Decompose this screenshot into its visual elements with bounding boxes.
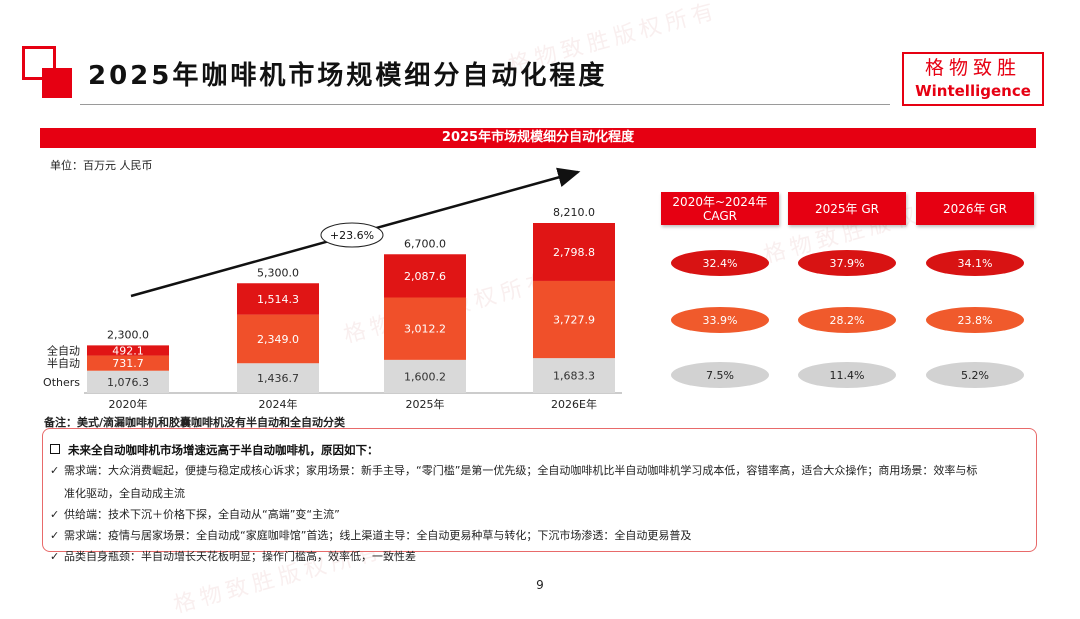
data-label: 2,349.0 [257, 333, 299, 346]
check-icon: ✓ [50, 529, 60, 542]
total-label: 8,210.0 [553, 206, 595, 219]
growth-rate-value: 23.8% [926, 307, 1024, 333]
bar-segment [384, 254, 466, 298]
corner-outline-square [22, 46, 56, 80]
reason-item: ✓ 供给端：技术下沉＋价格下探，全自动从“高端”变“主流” [50, 504, 1025, 525]
x-tick-label: 2026E年 [551, 397, 597, 411]
growth-rate-value: 11.4% [798, 362, 896, 388]
check-icon: ✓ [50, 550, 60, 563]
reasons-title-text: 未来全自动咖啡机市场增速远高于半自动咖啡机，原因如下： [68, 443, 379, 457]
bar-segment [533, 280, 615, 359]
growth-table-header: 2026年 GR [916, 192, 1034, 225]
data-label: 1,514.3 [257, 293, 299, 306]
brand-logo: 格物致胜 Wintelligence [902, 52, 1044, 106]
data-label: 1,683.3 [553, 370, 595, 383]
data-label: 2,087.6 [404, 270, 446, 283]
section-banner: 2025年市场规模细分自动化程度 [40, 128, 1036, 148]
total-label: 2,300.0 [107, 328, 149, 341]
reason-text: 品类自身瓶颈：半自动增长天花板明显；操作门槛高，效率低，一致性差 [64, 550, 416, 563]
data-label: 3,012.2 [404, 323, 446, 336]
reasons-box [42, 428, 1037, 552]
growth-rate-value: 37.9% [798, 250, 896, 276]
bar-segment [87, 370, 169, 393]
bar-segment [384, 297, 466, 360]
growth-table-header: 2020年~2024年 CAGR [661, 192, 779, 225]
reason-text: 需求端：疫情与居家场景：全自动成“家庭咖啡馆”首选；线上渠道主导：全自动更易种草… [64, 529, 692, 542]
x-tick-label: 2024年 [259, 397, 298, 411]
bar-segment [533, 358, 615, 393]
page-title: 2025年咖啡机市场规模细分自动化程度 [88, 61, 608, 91]
bar-segment [87, 345, 169, 356]
total-label: 6,700.0 [404, 237, 446, 250]
logo-english: Wintelligence [915, 82, 1031, 100]
data-label: 2,798.8 [553, 246, 595, 259]
check-icon: ✓ [50, 464, 60, 477]
growth-rate-value: 28.2% [798, 307, 896, 333]
growth-rate-value: 5.2% [926, 362, 1024, 388]
bar-segment [87, 355, 169, 371]
unit-label: 单位：百万元 人民币 [50, 159, 153, 172]
reason-item: ✓ 需求端：大众消费崛起，便捷与稳定成核心诉求；家用场景：新手主导，“零门槛”是第… [50, 460, 1025, 481]
total-label: 5,300.0 [257, 266, 299, 279]
reason-item-continuation: 准化驱动，全自动成主流 [64, 487, 185, 500]
data-label: 1,076.3 [107, 376, 149, 389]
reason-item: ✓ 品类自身瓶颈：半自动增长天花板明显；操作门槛高，效率低，一致性差 [50, 546, 1025, 567]
growth-rate-value: 32.4% [671, 250, 769, 276]
legend-label: 半自动 [47, 356, 80, 370]
data-label: 3,727.9 [553, 314, 595, 327]
logo-chinese: 格物致胜 [924, 57, 1021, 79]
reasons-title: 未来全自动咖啡机市场增速远高于半自动咖啡机，原因如下： [50, 442, 379, 458]
check-icon: ✓ [50, 508, 60, 521]
data-label: 1,600.2 [404, 370, 446, 383]
bar-segment [237, 314, 319, 364]
corner-filled-square [42, 68, 72, 98]
x-tick-label: 2025年 [406, 397, 445, 411]
reason-item: ✓ 需求端：疫情与居家场景：全自动成“家庭咖啡馆”首选；线上渠道主导：全自动更易种… [50, 525, 1025, 546]
growth-rate-value: 7.5% [671, 362, 769, 388]
data-label: 492.1 [112, 344, 144, 357]
data-label: 731.7 [112, 357, 144, 370]
page-number: 9 [536, 578, 544, 592]
bar-segment [533, 223, 615, 281]
growth-rate-value: 34.1% [926, 250, 1024, 276]
bar-segment [384, 359, 466, 393]
data-label: 1,436.7 [257, 372, 299, 385]
legend-label: Others [43, 376, 80, 389]
growth-table-header: 2025年 GR [788, 192, 906, 225]
growth-rate-label: +23.6% [330, 229, 374, 242]
chart-footnote: 备注：美式/滴漏咖啡机和胶囊咖啡机没有半自动和全自动分类 [44, 416, 346, 429]
growth-rate-value: 33.9% [671, 307, 769, 333]
reason-text: 供给端：技术下沉＋价格下探，全自动从“高端”变“主流” [64, 508, 340, 521]
legend-label: 全自动 [47, 343, 80, 357]
checkbox-bullet-icon [50, 444, 60, 454]
bar-segment [237, 283, 319, 315]
bar-segment [237, 363, 319, 393]
title-divider [80, 104, 890, 105]
x-tick-label: 2020年 [109, 397, 148, 411]
growth-rate-badge [320, 222, 384, 248]
reason-text: 需求端：大众消费崛起，便捷与稳定成核心诉求；家用场景：新手主导，“零门槛”是第一… [64, 464, 978, 477]
